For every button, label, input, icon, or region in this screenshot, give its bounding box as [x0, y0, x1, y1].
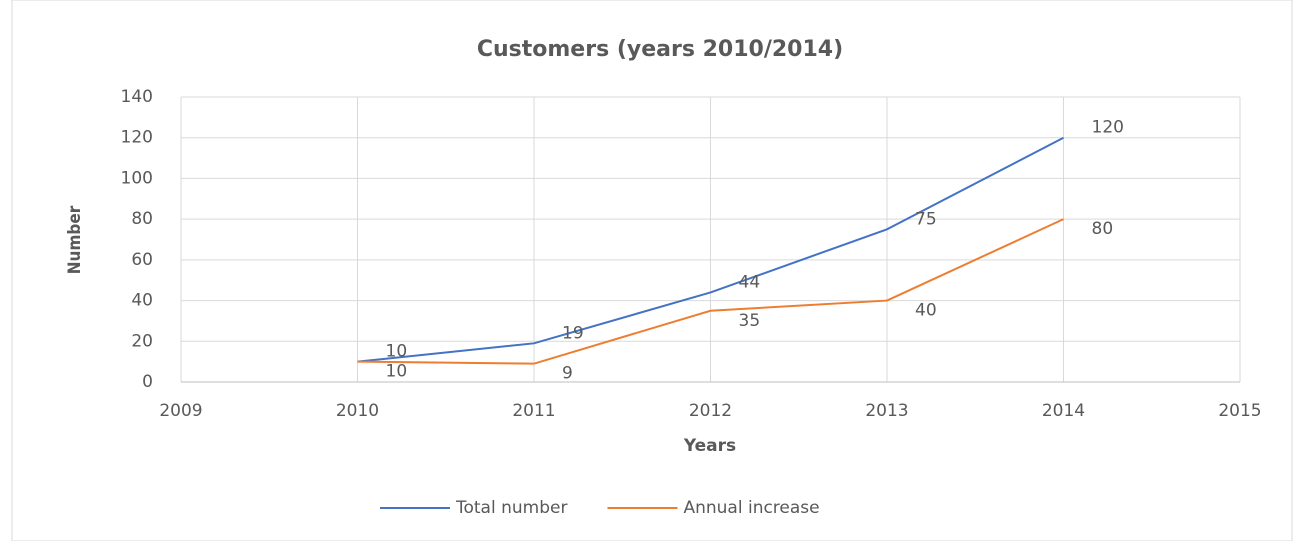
legend-label: Annual increase: [683, 498, 819, 518]
y-tick-label: 120: [121, 128, 153, 148]
data-label: 75: [915, 209, 937, 229]
data-label: 9: [562, 364, 573, 384]
data-label: 120: [1092, 118, 1124, 138]
x-tick-label: 2009: [159, 401, 202, 421]
data-label: 80: [1092, 219, 1114, 239]
y-tick-label: 60: [131, 250, 153, 270]
line-series: [357, 218, 1064, 365]
y-tick-label: 140: [121, 87, 153, 107]
y-tick-label: 20: [131, 331, 153, 351]
data-label: 44: [739, 272, 761, 292]
line-series: [357, 136, 1064, 363]
data-label: 40: [915, 301, 937, 321]
chart-title: Customers (years 2010/2014): [477, 37, 843, 62]
legend-label: Total number: [455, 498, 567, 518]
x-tick-label: 2012: [689, 401, 732, 421]
x-tick-label: 2014: [1042, 401, 1085, 421]
x-tick-label: 2015: [1218, 401, 1261, 421]
x-tick-label: 2010: [336, 401, 379, 421]
data-label: 10: [386, 342, 408, 362]
data-label: 19: [562, 323, 584, 343]
x-tick-label: 2013: [865, 401, 908, 421]
data-label: 35: [739, 311, 761, 331]
x-axis-label: Years: [683, 436, 736, 456]
data-label: 10: [386, 362, 408, 382]
y-tick-label: 80: [131, 209, 153, 229]
y-tick-label: 40: [131, 291, 153, 311]
chart-frame: [11, 0, 1293, 541]
y-axis-label: Number: [65, 205, 85, 274]
y-tick-label: 100: [121, 168, 153, 188]
x-tick-label: 2011: [512, 401, 555, 421]
y-tick-label: 0: [142, 372, 153, 392]
